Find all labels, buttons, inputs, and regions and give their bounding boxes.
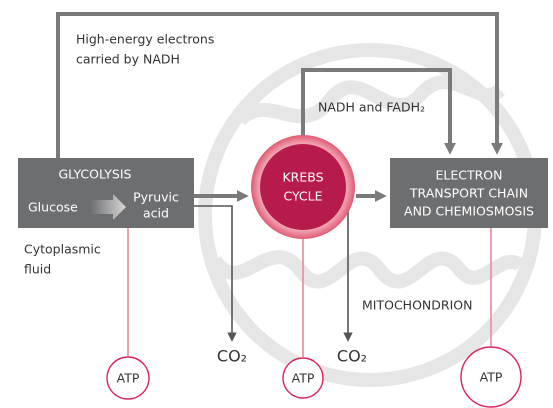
nadh-fadh-label: NADH and FADH₂ xyxy=(318,100,425,115)
atp-label: ATP xyxy=(292,371,315,386)
pyruvic-acid-label: acid xyxy=(143,206,169,221)
krebs-circle xyxy=(260,144,346,230)
pyruvic-acid-label: Pyruvic xyxy=(133,190,179,205)
nadh-label: carried by NADH xyxy=(76,52,180,67)
etc-label: AND CHEMIOSMOSIS xyxy=(404,204,534,219)
diagram: GLYCOLYSIS Glucose Pyruvic acid KREBS CY… xyxy=(0,0,553,408)
atp-label: ATP xyxy=(117,371,140,386)
cytoplasm-label: fluid xyxy=(24,262,51,277)
etc-label: ELECTRON xyxy=(436,168,503,183)
co2-label: CO₂ xyxy=(337,347,367,366)
glucose-label: Glucose xyxy=(28,200,78,215)
etc-label: TRANSPORT CHAIN xyxy=(409,186,528,201)
cytoplasm-label: Cytoplasmic xyxy=(24,242,101,257)
nadh-label: High-energy electrons xyxy=(76,32,214,47)
atp-label: ATP xyxy=(480,370,503,385)
glycolysis-title: GLYCOLYSIS xyxy=(58,167,131,182)
krebs-label: CYCLE xyxy=(283,189,322,204)
mitochondrion-label: MITOCHONDRION xyxy=(362,298,472,313)
co2-label: CO₂ xyxy=(217,347,247,366)
krebs-label: KREBS xyxy=(282,170,323,185)
